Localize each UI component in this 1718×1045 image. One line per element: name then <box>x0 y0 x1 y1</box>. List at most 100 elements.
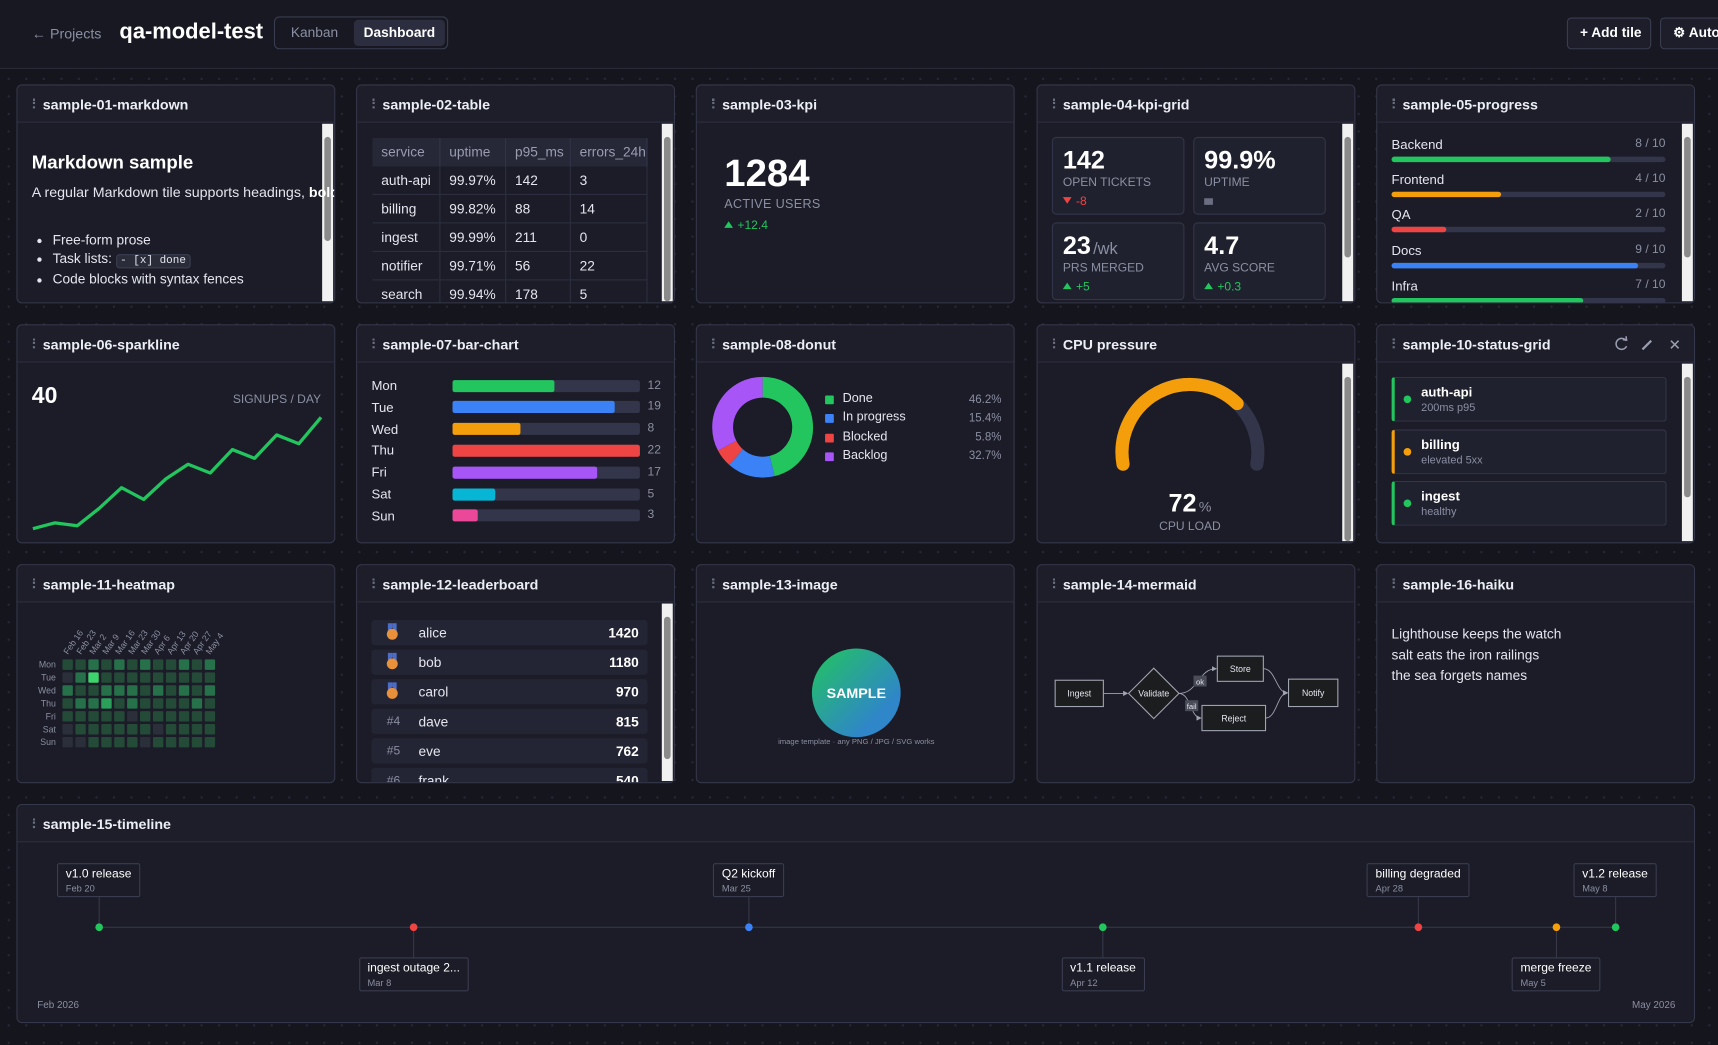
progress-bar <box>1391 156 1611 163</box>
refresh-arrow <box>1622 336 1628 342</box>
delta-arrow <box>724 221 734 228</box>
status-dot <box>1403 499 1412 508</box>
bar-label: Thu <box>371 442 395 459</box>
heatmap-cell <box>114 698 125 709</box>
timeline-dot <box>1552 923 1560 932</box>
bar-value: 22 <box>647 443 661 457</box>
legend-label: Backlog <box>842 448 888 463</box>
table-header-cell: p95_ms <box>506 138 571 167</box>
donut-segment <box>762 376 813 477</box>
bar-track <box>452 488 640 501</box>
heatmap-cell <box>101 711 112 722</box>
heatmap-cell <box>204 736 216 748</box>
progress-track <box>1391 191 1666 198</box>
edit-button[interactable] <box>1641 339 1652 351</box>
scrollbar <box>661 123 673 302</box>
medal-ribbon <box>387 652 397 662</box>
tab[interactable]: Dashboard <box>353 19 445 47</box>
haiku-line: Lighthouse keeps the watch <box>1391 626 1562 642</box>
tile: sample-10-status-grid auth-api 200ms p95 bi… <box>1376 324 1696 544</box>
tile: sample-08-donut Done 46.2% In progress 15.4%… <box>695 324 1015 544</box>
heatmap-cell <box>165 685 177 696</box>
bar-track <box>452 379 640 392</box>
donut-chart <box>712 376 813 478</box>
drag-handle <box>372 338 375 349</box>
scrollbar <box>322 123 334 302</box>
edge-label-bg <box>1193 675 1207 687</box>
kpi-card: 23/wk PRS MERGED +5 <box>1051 222 1185 301</box>
back-link[interactable]: ← Projects <box>31 25 102 42</box>
haiku-line: the sea forgets names <box>1391 668 1528 684</box>
tile-title: sample-07-bar-chart <box>382 336 519 353</box>
tile-title: sample-10-status-grid <box>1402 336 1551 353</box>
kpi-value: 99.9% <box>1204 146 1275 176</box>
tile-header: sample-13-image <box>696 565 1014 603</box>
heatmap-cell <box>88 711 99 722</box>
table-cell: 99.99% <box>440 223 507 252</box>
table-cell: 88 <box>506 194 571 224</box>
scrollbar <box>1681 123 1693 302</box>
header-button[interactable]: ⚙ Auto <box>1659 17 1718 50</box>
timeline-dot <box>1611 923 1619 932</box>
close-button[interactable] <box>1670 340 1680 349</box>
progress-name: Infra <box>1391 278 1418 294</box>
heatmap-cell <box>62 685 73 696</box>
heatmap-cell <box>127 685 138 696</box>
heatmap-cell <box>88 685 99 696</box>
flow-node <box>1054 679 1104 708</box>
close-icon <box>1670 340 1680 349</box>
md-plain: Task lists: <box>52 250 116 266</box>
event-date: Apr 12 <box>1070 977 1098 989</box>
table-cell: 99.82% <box>440 194 507 224</box>
tile: sample-12-leaderboard alice 1420 bob 1180 car… <box>356 564 675 784</box>
heatmap-cell <box>140 698 151 709</box>
status-name: ingest <box>1421 488 1460 504</box>
heatmap-cell <box>165 659 177 670</box>
flow-node <box>1287 678 1339 708</box>
tile-title: sample-14-mermaid <box>1062 576 1197 593</box>
event-title: v1.2 release <box>1582 867 1648 881</box>
heatmap-cell <box>140 724 151 735</box>
delta-flat <box>1204 198 1213 205</box>
heatmap-cell <box>152 736 164 748</box>
bar-value: 19 <box>647 400 661 414</box>
timeline-connector <box>1417 897 1419 927</box>
legend-value: 32.7% <box>968 449 1002 463</box>
heatmap-cell <box>204 724 216 735</box>
row-label: Thu <box>41 698 56 708</box>
delta-value: -8 <box>1075 194 1087 209</box>
bar <box>452 379 555 392</box>
row-label: Sat <box>43 724 57 734</box>
status-card: billing elevated 5xx <box>1391 428 1667 474</box>
gauge-label: CPU LOAD <box>1159 520 1221 534</box>
md-plain: Code blocks with syntax fences <box>52 272 244 288</box>
tab[interactable]: Kanban <box>290 25 339 41</box>
edit-icon <box>1641 339 1652 351</box>
event-date: May 8 <box>1582 882 1608 894</box>
player-name: dave <box>418 714 449 730</box>
refresh-button[interactable] <box>1615 336 1628 351</box>
progress-track <box>1391 156 1666 163</box>
table-header-cell: uptime <box>440 138 507 167</box>
timeline-connector <box>413 927 415 958</box>
tile-actions <box>1615 336 1680 351</box>
delta-value: +5 <box>1075 280 1090 294</box>
header-button[interactable]: + Add tile <box>1566 17 1652 50</box>
drag-handle <box>32 818 36 829</box>
heatmap-cell <box>101 724 112 735</box>
heatmap-cell <box>75 736 86 748</box>
heatmap-cell <box>191 698 203 709</box>
tile: sample-16-haiku Lighthouse keeps the watc… <box>1376 564 1696 784</box>
sparkline-line <box>32 416 323 531</box>
progress-name: Frontend <box>1391 172 1445 188</box>
kpi-number: 4.7 <box>1204 231 1240 260</box>
row-label: Sun <box>40 737 56 747</box>
event-date: Apr 28 <box>1375 882 1404 894</box>
tile-header: sample-02-table <box>357 85 674 123</box>
scrollbar-thumb <box>663 616 671 760</box>
donut-segment <box>729 448 775 478</box>
event-date: Mar 8 <box>367 977 392 989</box>
player-score: 762 <box>615 743 639 760</box>
tile-title: sample-05-progress <box>1402 96 1538 113</box>
flow-edge <box>1265 690 1289 719</box>
